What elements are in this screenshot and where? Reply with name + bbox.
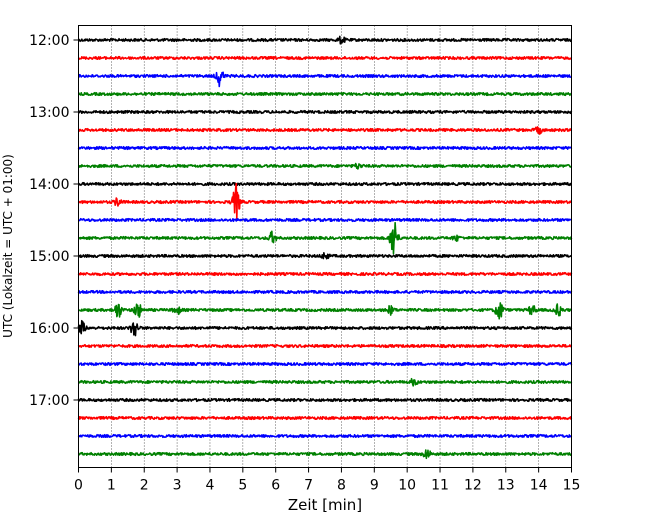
y-tick-label: 14:00	[29, 177, 69, 193]
x-tick-label: 3	[173, 478, 182, 494]
trace-row-1645	[77, 377, 573, 387]
trace-row-1715	[77, 415, 573, 421]
trace-row-1300	[78, 109, 573, 115]
x-axis-label: Zeit [min]	[288, 496, 362, 514]
trace-row-1445	[78, 221, 573, 255]
trace-row-1530	[77, 289, 573, 295]
x-tick-label: 10	[398, 478, 416, 494]
trace-row-1515	[77, 271, 573, 277]
x-tick-label: 13	[497, 478, 515, 494]
y-tick-label: 13:00	[29, 105, 69, 121]
x-axis-ticks: 0 1 2 3 4 5 6 7 8 9 10 11 12 13 14 15	[74, 467, 581, 494]
trace-row-1345	[78, 162, 573, 170]
trace-row-1315	[78, 126, 573, 135]
trace-row-1245	[77, 91, 573, 97]
x-tick-label: 9	[370, 478, 379, 494]
trace-row-1700	[77, 397, 573, 403]
plot-frame	[78, 25, 572, 468]
x-tick-label: 5	[238, 478, 247, 494]
y-tick-label: 17:00	[29, 393, 69, 409]
x-tick-label: 2	[140, 478, 149, 494]
x-tick-label: 12	[464, 478, 482, 494]
x-tick-label: 6	[271, 478, 280, 494]
x-tick-label: 0	[74, 478, 83, 494]
x-tick-label: 15	[563, 478, 581, 494]
trace-row-1500	[78, 252, 572, 260]
trace-row-1630	[77, 361, 573, 367]
trace-row-1200	[77, 35, 573, 45]
trace-row-1730	[77, 433, 573, 439]
y-tick-label: 15:00	[29, 249, 69, 265]
trace-row-1230	[78, 71, 572, 88]
y-axis-label: UTC (Lokalzeit = UTC + 01:00)	[1, 154, 15, 338]
trace-row-1215	[77, 55, 573, 61]
trace-row-1615	[77, 343, 573, 349]
x-tick-label: 8	[337, 478, 346, 494]
y-axis-ticks: 12:00 13:00 14:00 15:00 16:00 17:00	[29, 33, 79, 409]
trace-row-1430	[77, 217, 573, 223]
trace-lines	[77, 35, 573, 460]
x-tick-label: 7	[304, 478, 313, 494]
trace-row-1600	[77, 319, 573, 337]
trace-row-1330	[77, 145, 573, 151]
y-tick-label: 16:00	[29, 321, 69, 337]
y-tick-label: 12:00	[29, 33, 69, 49]
x-tick-label: 4	[206, 478, 215, 494]
trace-row-1400	[77, 181, 573, 187]
x-tick-label: 11	[431, 478, 449, 494]
x-tick-label: 1	[107, 478, 116, 494]
x-tick-label: 14	[530, 478, 548, 494]
trace-row-1545	[78, 302, 573, 320]
trace-row-1415	[77, 182, 572, 221]
trace-row-1745	[78, 449, 572, 460]
